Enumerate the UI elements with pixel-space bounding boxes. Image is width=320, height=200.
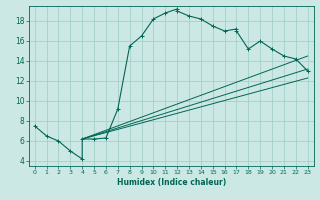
X-axis label: Humidex (Indice chaleur): Humidex (Indice chaleur) xyxy=(116,178,226,187)
